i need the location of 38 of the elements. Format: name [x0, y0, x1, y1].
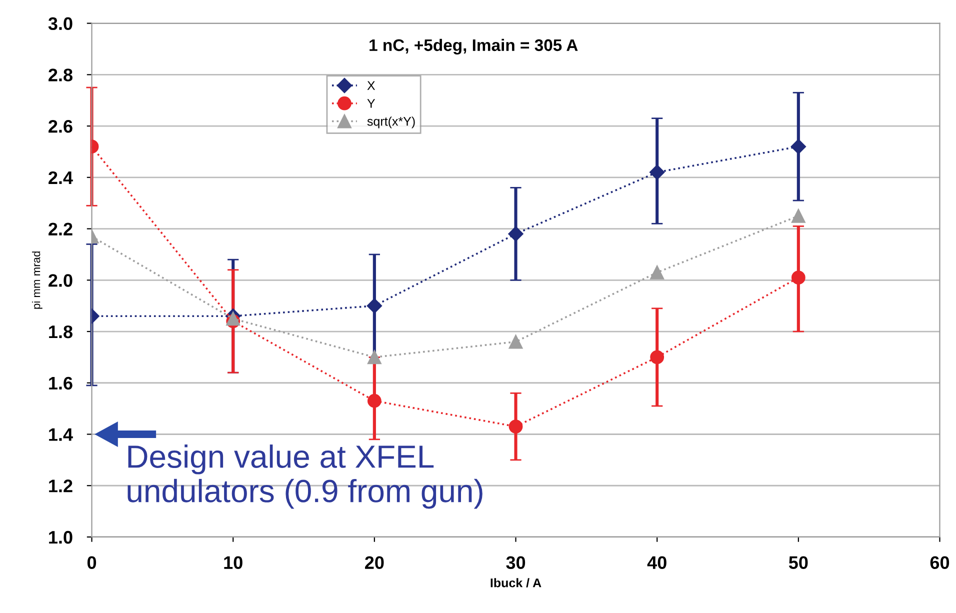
legend-label: Y	[367, 99, 376, 108]
y-tick-label: 2.6	[48, 120, 72, 133]
annotation: Design value at XFEL undulators (0.9 from gun)	[128, 444, 482, 509]
point	[367, 350, 382, 364]
x-tick-label: 0	[87, 556, 96, 569]
y-tick-label: 1.0	[49, 530, 72, 544]
point	[791, 208, 806, 223]
legend-label: sqrt(x*Y)	[367, 116, 415, 128]
y-tick-label: 2.8	[48, 68, 72, 82]
x-tick-label: 60	[930, 556, 950, 569]
x-axis-title: Ibuck / A	[490, 578, 542, 588]
legend-label: X	[367, 81, 376, 90]
point	[226, 312, 240, 326]
text: 1 nC, +5deg, Imain = 305 A	[370, 38, 578, 54]
point	[508, 226, 524, 242]
x-tick-label: 50	[788, 556, 808, 569]
x-tick-label: 10	[224, 556, 242, 569]
x-tick-label: 40	[647, 556, 666, 569]
point	[650, 350, 664, 364]
y-tick-label: 1.4	[49, 428, 73, 441]
point	[366, 298, 382, 314]
point	[791, 270, 806, 285]
y-tick-label: 1.8	[49, 325, 72, 338]
y-tick-label: 2.4	[48, 171, 73, 184]
y-tick-label: 1.6	[49, 376, 72, 390]
point	[367, 394, 382, 408]
y-tick-label: 2.0	[48, 274, 72, 287]
y-axis-title: pi mm mrad	[32, 252, 42, 309]
y-tick-label: 2.2	[48, 222, 72, 236]
y-tick-label: 3.0	[48, 17, 72, 30]
y-tick-label: 1.2	[49, 480, 72, 492]
point	[508, 420, 523, 434]
point	[790, 139, 806, 154]
x-tick-label: 30	[506, 556, 526, 570]
point	[508, 334, 523, 349]
x-tick-label: 20	[365, 556, 384, 569]
point	[650, 164, 665, 180]
point	[650, 265, 664, 280]
